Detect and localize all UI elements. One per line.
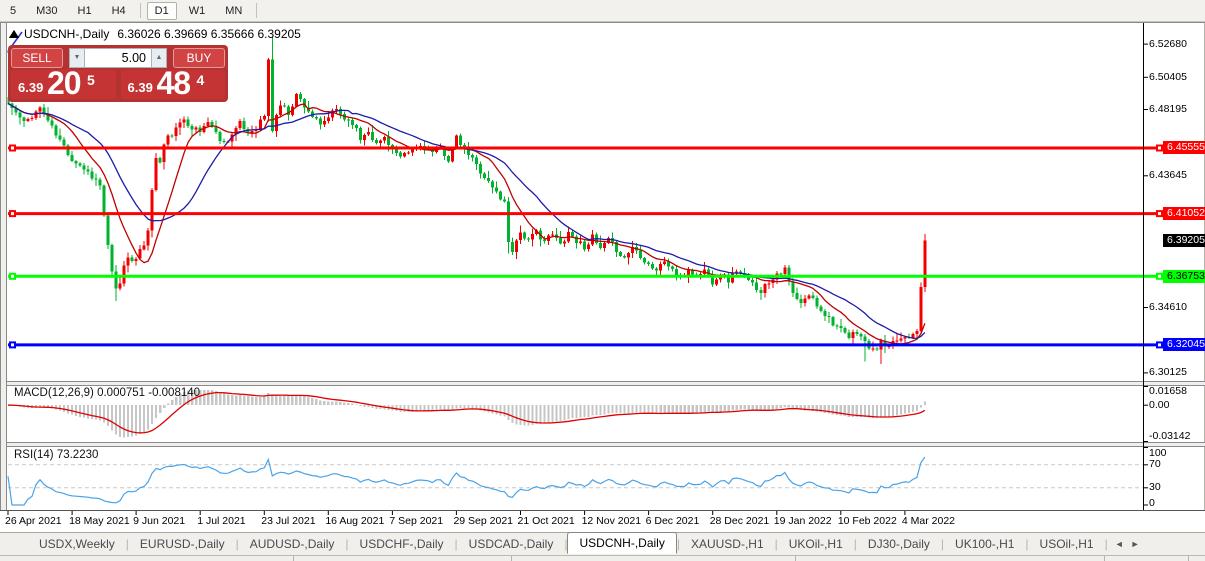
toolbar-separator bbox=[139, 3, 141, 18]
chart-tab-bar: USDX,Weekly | EURUSD-,Daily | AUDUSD-,Daily |… bbox=[0, 532, 1205, 555]
price-axis-tick-label: 6.48195 bbox=[1149, 102, 1187, 115]
tab-scroll-left-icon[interactable]: ◄ bbox=[1114, 539, 1124, 549]
tab-eurusd-daily[interactable]: EURUSD-,Daily bbox=[139, 537, 225, 551]
price-level-badge: 6.32045 bbox=[1163, 338, 1205, 352]
date-axis-label: 7 Sep 2021 bbox=[389, 515, 444, 527]
macd-axis-tick-label: -0.03142 bbox=[1149, 430, 1191, 442]
date-axis-label: 28 Dec 2021 bbox=[709, 515, 770, 527]
price-axis-tick-label: 6.30125 bbox=[1149, 366, 1187, 379]
sell-price-pip: 5 bbox=[87, 72, 95, 88]
tab-separator: | bbox=[940, 537, 945, 551]
macd-indicator-label: MACD(12,26,9) 0.000751 -0.008140 bbox=[14, 387, 201, 399]
price-axis-tick-label: 6.52680 bbox=[1149, 37, 1187, 50]
tab-usoil-h1[interactable]: USOil-,H1 bbox=[1039, 537, 1094, 551]
tab-separator: | bbox=[235, 537, 239, 551]
rsi-axis-tick-label: 70 bbox=[1149, 458, 1161, 471]
timeframe-toolbar: 5 M30 H1 H4 D1 W1 MN bbox=[0, 0, 1205, 22]
tab-separator: | bbox=[1104, 537, 1108, 551]
date-axis-label: 26 Apr 2021 bbox=[5, 515, 62, 527]
tab-usdchf-daily[interactable]: USDCHF-,Daily bbox=[359, 537, 444, 551]
timeframe-button-w1[interactable]: W1 bbox=[188, 4, 206, 17]
buy-price-big: 48 bbox=[156, 70, 192, 99]
volume-decrease-button[interactable]: ▼ bbox=[69, 48, 85, 68]
date-axis-label: 6 Dec 2021 bbox=[645, 515, 700, 527]
rsi-axis-tick-label: 30 bbox=[1149, 481, 1161, 494]
toolbar-separator bbox=[256, 3, 258, 18]
tab-uk100-h1[interactable]: UK100-,H1 bbox=[955, 537, 1015, 551]
timeframe-button-h4[interactable]: H4 bbox=[111, 4, 126, 17]
buy-price-prefix: 6.39 bbox=[127, 80, 153, 95]
volume-input[interactable] bbox=[85, 48, 151, 68]
sell-price-prefix: 6.39 bbox=[18, 80, 44, 95]
volume-increase-button[interactable]: ▲ bbox=[151, 48, 167, 68]
macd-axis-tick-label: 0.01658 bbox=[1149, 385, 1187, 397]
tab-separator: | bbox=[125, 537, 129, 551]
tab-usdx-weekly[interactable]: USDX,Weekly bbox=[39, 537, 115, 551]
tab-usdcad-daily[interactable]: USDCAD-,Daily bbox=[468, 537, 554, 551]
price-axis-tick-label: 6.43645 bbox=[1149, 169, 1187, 182]
tab-separator: | bbox=[564, 537, 568, 551]
chart-symbol-label: USDCNH-,Daily bbox=[24, 27, 110, 41]
price-level-badge: 6.39205 bbox=[1163, 234, 1205, 248]
scroll-marker-icon bbox=[9, 30, 19, 38]
status-cell-divider bbox=[293, 556, 294, 561]
tab-separator: | bbox=[454, 537, 458, 551]
status-cell-divider bbox=[1188, 556, 1189, 561]
status-cell-divider bbox=[1104, 556, 1105, 561]
date-axis-label: 12 Nov 2021 bbox=[581, 515, 642, 527]
price-axis-tick-label: 6.34610 bbox=[1149, 301, 1187, 314]
buy-price-pip: 4 bbox=[196, 72, 205, 88]
price-axis-tick-label: 6.50405 bbox=[1149, 70, 1187, 83]
buy-button[interactable]: BUY bbox=[173, 48, 225, 68]
date-axis-label: 10 Feb 2022 bbox=[837, 515, 897, 527]
sell-price-big: 20 bbox=[47, 70, 82, 99]
rsi-axis-tick-label: 100 bbox=[1149, 447, 1167, 459]
tab-xauusd-h1[interactable]: XAUUSD-,H1 bbox=[690, 537, 764, 551]
tab-separator: | bbox=[1025, 537, 1029, 551]
status-cell-divider bbox=[795, 556, 796, 561]
macd-axis-tick-label: 0.00 bbox=[1149, 398, 1170, 411]
price-level-badge: 6.45555 bbox=[1163, 141, 1205, 155]
tab-scroll-right-icon[interactable]: ► bbox=[1130, 539, 1140, 549]
price-level-badge: 6.41052 bbox=[1163, 207, 1205, 221]
buy-price-display[interactable]: 6.39 48 4 bbox=[120, 70, 225, 99]
status-strip bbox=[0, 555, 1205, 561]
one-click-trading-panel: SELL ▼ ▲ BUY 6.39 20 5 6.39 48 4 bbox=[8, 45, 228, 102]
tab-separator: | bbox=[774, 537, 778, 551]
chart-ohlc-values: 6.36026 6.39669 6.35666 6.39205 bbox=[117, 27, 301, 41]
tab-usdcnh-daily[interactable]: USDCNH-,Daily bbox=[567, 532, 677, 554]
timeframe-button-h1[interactable]: H1 bbox=[77, 4, 92, 17]
timeframe-button-mn[interactable]: MN bbox=[225, 4, 243, 17]
price-level-badge: 6.36753 bbox=[1163, 269, 1205, 283]
tab-separator: | bbox=[676, 537, 680, 551]
date-axis-label: 19 Jan 2022 bbox=[773, 515, 832, 527]
rsi-indicator-label: RSI(14) 73.2230 bbox=[14, 449, 99, 461]
rsi-axis-tick-label: 0 bbox=[1149, 496, 1155, 509]
status-cell-divider bbox=[511, 556, 512, 561]
tab-ukoil-h1[interactable]: UKOil-,H1 bbox=[788, 537, 843, 551]
date-axis-label: 1 Jul 2021 bbox=[197, 515, 246, 527]
timeframe-button-d1[interactable]: D1 bbox=[146, 1, 177, 20]
tab-separator: | bbox=[853, 537, 857, 551]
date-axis-label: 16 Aug 2021 bbox=[325, 515, 385, 527]
volume-spinner: ▼ ▲ bbox=[69, 48, 167, 68]
sell-button[interactable]: SELL bbox=[11, 48, 63, 68]
tab-audusd-daily[interactable]: AUDUSD-,Daily bbox=[249, 537, 335, 551]
date-axis-label: 29 Sep 2021 bbox=[453, 515, 513, 527]
chart-title: USDCNH-,Daily 6.36026 6.39669 6.35666 6.3… bbox=[9, 27, 301, 41]
sell-price-display[interactable]: 6.39 20 5 bbox=[11, 70, 116, 99]
date-axis-label: 4 Mar 2022 bbox=[901, 515, 956, 527]
timeframe-button-5[interactable]: 5 bbox=[10, 4, 17, 17]
date-axis-label: 21 Oct 2021 bbox=[517, 515, 575, 527]
tab-dj30-daily[interactable]: DJ30-,Daily bbox=[867, 537, 930, 551]
date-axis-label: 18 May 2021 bbox=[69, 515, 130, 527]
date-axis-label: 9 Jun 2021 bbox=[133, 515, 186, 527]
timeframe-button-m30[interactable]: M30 bbox=[36, 4, 58, 17]
date-axis-label: 23 Jul 2021 bbox=[261, 515, 316, 527]
tab-separator: | bbox=[345, 537, 349, 551]
